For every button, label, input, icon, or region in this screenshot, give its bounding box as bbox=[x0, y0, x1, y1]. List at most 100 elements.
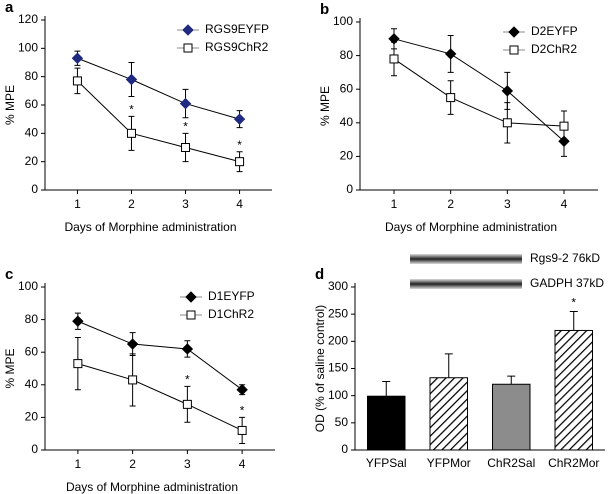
data-point bbox=[126, 128, 136, 138]
legend-marker bbox=[508, 26, 520, 38]
x-tick-label: 2 bbox=[129, 457, 136, 471]
y-tick-label: 0 bbox=[341, 442, 348, 456]
y-axis-label: % MPE bbox=[318, 86, 332, 126]
data-point bbox=[501, 85, 514, 97]
y-tick-label: 200 bbox=[328, 334, 348, 348]
data-point bbox=[233, 113, 246, 125]
y-tick-label: 100 bbox=[18, 41, 38, 55]
y-tick-label: 40 bbox=[25, 126, 39, 140]
series-line bbox=[77, 320, 243, 391]
x-tick-label: 4 bbox=[239, 457, 246, 471]
legend-marker bbox=[509, 45, 519, 55]
x-tick-label: YFPMor bbox=[427, 456, 471, 470]
y-tick-label: 100 bbox=[328, 388, 348, 402]
x-tick-label: ChR2Mor bbox=[548, 456, 599, 470]
y-tick-label: 20 bbox=[25, 154, 39, 168]
blot-label: Rgs9-2 76kD bbox=[530, 251, 600, 265]
data-point bbox=[179, 97, 192, 110]
x-tick-label: 4 bbox=[561, 197, 568, 211]
data-point bbox=[71, 52, 84, 64]
bar bbox=[554, 329, 593, 451]
x-tick-label: 3 bbox=[184, 457, 191, 471]
y-tick-label: 50 bbox=[335, 415, 349, 429]
data-point bbox=[389, 54, 399, 64]
panel-label: d bbox=[315, 266, 324, 283]
y-tick-label: 100 bbox=[18, 279, 38, 293]
data-point bbox=[444, 48, 457, 60]
error-bar bbox=[569, 310, 578, 331]
x-tick-label: YFPSal bbox=[366, 456, 407, 470]
y-axis-label: OD (% of saline control) bbox=[313, 305, 327, 432]
data-point bbox=[182, 399, 192, 409]
x-tick-label: 2 bbox=[128, 197, 135, 211]
y-tick-label: 0 bbox=[31, 182, 38, 196]
x-tick-label: 4 bbox=[236, 197, 243, 211]
legend-label: D1EYFP bbox=[208, 289, 255, 303]
y-tick-label: 250 bbox=[328, 306, 348, 320]
x-tick-label: 3 bbox=[182, 197, 189, 211]
data-point bbox=[128, 375, 138, 385]
data-point bbox=[72, 315, 84, 327]
series-line bbox=[393, 38, 565, 142]
y-tick-label: 20 bbox=[340, 149, 354, 163]
y-tick-label: 0 bbox=[346, 182, 353, 196]
panel-label: a bbox=[5, 0, 14, 16]
bar bbox=[492, 383, 531, 451]
series-line bbox=[77, 363, 243, 431]
y-tick-label: 120 bbox=[18, 12, 38, 26]
data-point bbox=[446, 93, 456, 103]
blot-band bbox=[410, 279, 522, 289]
bar bbox=[429, 377, 468, 451]
significance-label: * bbox=[129, 103, 134, 117]
bar bbox=[367, 395, 406, 451]
blot-band bbox=[410, 254, 522, 264]
series-line bbox=[77, 80, 240, 163]
y-tick-label: 150 bbox=[328, 361, 348, 375]
data-point bbox=[125, 73, 138, 86]
significance-label: * bbox=[185, 373, 190, 387]
panel-label: c bbox=[5, 266, 13, 283]
y-tick-label: 80 bbox=[25, 69, 39, 83]
significance-label: * bbox=[183, 120, 188, 134]
y-tick-label: 80 bbox=[25, 312, 39, 326]
significance-label: * bbox=[237, 138, 242, 152]
y-tick-label: 100 bbox=[333, 14, 353, 28]
significance-label: * bbox=[571, 296, 576, 310]
x-tick-label: 2 bbox=[447, 197, 454, 211]
legend-marker bbox=[182, 24, 194, 36]
panel-label: b bbox=[320, 1, 329, 18]
y-tick-label: 0 bbox=[31, 442, 38, 456]
y-tick-label: 60 bbox=[25, 97, 39, 111]
series-line bbox=[77, 57, 240, 120]
x-axis-label: Days of Morphine administration bbox=[385, 220, 557, 234]
x-tick-label: 1 bbox=[391, 197, 398, 211]
legend-label: D2EYFP bbox=[531, 24, 578, 38]
significance-label: * bbox=[240, 404, 245, 418]
data-point bbox=[72, 76, 82, 86]
legend-label: RGS9EYFP bbox=[205, 22, 269, 36]
y-tick-label: 80 bbox=[340, 48, 354, 62]
data-point bbox=[559, 121, 569, 131]
data-point bbox=[181, 343, 194, 355]
x-tick-label: 1 bbox=[75, 457, 82, 471]
x-axis-label: Days of Morphine administration bbox=[66, 480, 238, 494]
legend-label: RGS9ChR2 bbox=[205, 40, 269, 54]
y-tick-label: 20 bbox=[25, 410, 39, 424]
data-point bbox=[502, 118, 512, 128]
error-bar bbox=[382, 381, 391, 397]
data-point bbox=[236, 383, 248, 396]
y-axis-label: % MPE bbox=[3, 348, 17, 388]
data-point bbox=[235, 157, 245, 167]
x-tick-label: ChR2Sal bbox=[487, 456, 535, 470]
y-tick-label: 40 bbox=[25, 377, 39, 391]
blot-label: GADPH 37kD bbox=[530, 276, 604, 290]
data-point bbox=[237, 425, 247, 435]
y-tick-label: 300 bbox=[328, 279, 348, 293]
error-bar bbox=[444, 353, 453, 378]
series-line bbox=[393, 58, 565, 127]
x-tick-label: 3 bbox=[504, 197, 511, 211]
x-tick-label: 1 bbox=[74, 197, 81, 211]
error-bar bbox=[507, 375, 516, 385]
y-tick-label: 60 bbox=[340, 81, 354, 95]
